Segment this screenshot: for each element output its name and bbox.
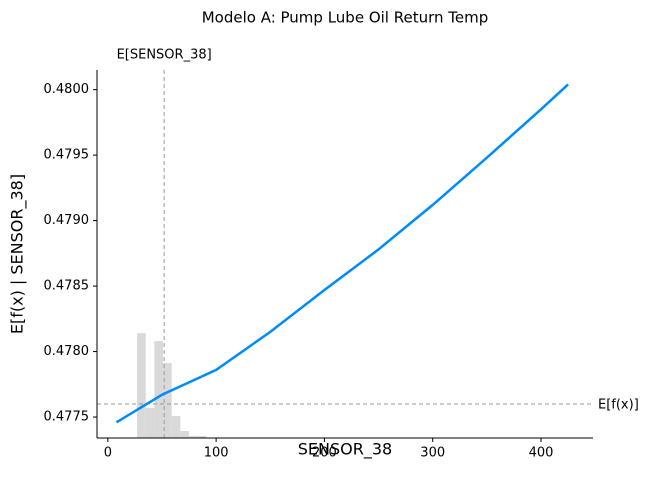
- histogram-bar: [180, 431, 190, 438]
- x-tick-label: 200: [312, 446, 337, 461]
- y-axis-label: E[f(x) | SENSOR_38]: [8, 174, 28, 334]
- histogram-bar: [171, 416, 181, 438]
- y-tick-label: 0.4775: [44, 410, 90, 425]
- x-tick-label: 0: [104, 446, 112, 461]
- y-tick-label: 0.4795: [44, 148, 90, 163]
- y-tick-label: 0.4790: [44, 213, 90, 228]
- histogram-bar: [189, 436, 198, 438]
- histogram-bar: [137, 333, 146, 438]
- x-axis-label: SENSOR_38: [298, 440, 392, 460]
- histogram-bar: [163, 363, 172, 438]
- y-tick-label: 0.4780: [44, 344, 90, 359]
- expected-y-label: E[f(x)]: [598, 397, 639, 412]
- line-series: [115, 83, 569, 424]
- chart-title: Modelo A: Pump Lube Oil Return Temp: [202, 9, 489, 27]
- x-tick-label: 300: [420, 446, 445, 461]
- x-tick-label: 100: [204, 446, 229, 461]
- histogram-bar: [197, 436, 207, 438]
- y-tick-label: 0.4800: [44, 82, 90, 97]
- x-tick-label: 400: [529, 446, 554, 461]
- expected-x-label: E[SENSOR_38]: [117, 48, 212, 63]
- y-tick-label: 0.4785: [44, 279, 90, 294]
- histogram-bar: [145, 408, 155, 438]
- histogram-bar: [154, 341, 164, 438]
